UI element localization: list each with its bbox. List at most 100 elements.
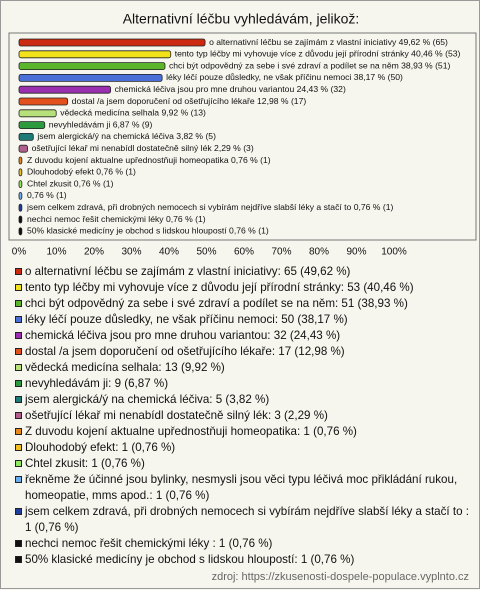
legend-label: chemická léčiva jsou pro mne druhou vari… [25,329,341,342]
legend-swatch [15,556,22,563]
bar [18,215,23,224]
legend-label: vědecká medicína selhala: 13 (9,92 %) [25,361,225,374]
legend-swatch [15,268,22,275]
bar [18,132,34,141]
data-label: ošetřující lékař mi nenabídl dostatečně … [32,143,254,153]
x-tick-label: 80% [309,247,329,258]
data-label: jsem alergická/ý na chemická léčiva 3,82… [36,131,216,141]
legend-label: jsem celkem zdravá, při drobných nemocec… [25,505,469,534]
legend-item: Chtel zkusit: 1 (0,76 %) [15,456,471,472]
bar [18,50,172,59]
bar [18,227,23,236]
legend-swatch [15,540,22,547]
legend: o alternativní léčbu se zajímám z vlastn… [15,264,471,568]
data-label: chemická léčiva jsou pro mne druhou vari… [115,84,346,94]
bar [18,109,57,118]
data-label: jsem celkem zdravá, při drobných nemocec… [26,202,393,212]
legend-swatch [15,380,22,387]
legend-item: chci být odpovědný za sebe i své zdraví … [15,296,471,312]
legend-label: Chtel zkusit: 1 (0,76 %) [25,457,145,470]
legend-item: dostal /a jsem doporučení od ošetřujícíh… [15,344,471,360]
legend-item: jsem alergická/ý na chemická léčiva: 5 (… [15,392,471,408]
data-label: tento typ léčby mi vyhovuje více z důvod… [175,49,461,59]
source: zdroj: https://zkusenosti-dospele-popula… [211,571,469,583]
x-tick-label: 40% [159,247,179,258]
data-label: 50% klasické medicíny je obchod s lidsko… [27,226,269,236]
legend-label: ošetřující lékař mi nenabídl dostatečně … [25,409,328,422]
chart-title: Alternativní léčbu vyhledávám, jelikož: [123,11,360,27]
legend-swatch [15,364,22,371]
data-label: léky léčí pouze důsledky, ne však příčin… [166,72,403,82]
plot-frame [8,32,477,241]
bar [18,203,23,212]
x-tick-label: 90% [346,247,366,258]
x-tick-label: 100% [381,247,407,258]
legend-label: řekněme že účinné jsou bylinky, nesmysli… [25,473,458,502]
data-label: chci být odpovědný za sebe i své zdraví … [169,60,451,70]
bar [18,121,46,129]
legend-item: nevyhledávám ji: 9 (6,87 %) [15,376,471,392]
legend-item: ošetřující lékař mi nenabídl dostatečně … [15,408,471,424]
data-label: Chtel zkusit 0,76 % (1) [27,178,114,188]
legend-swatch [15,476,22,483]
legend-swatch [15,508,22,515]
x-tick-label: 70% [271,247,291,258]
legend-item: chemická léčiva jsou pro mne druhou vari… [15,328,471,344]
data-label: nechci nemoc řešit chemickými léky 0,76 … [27,214,206,224]
x-tick-label: 50% [196,247,216,258]
legend-swatch [15,300,22,307]
legend-swatch [15,284,22,291]
x-tick-label: 20% [84,247,104,258]
legend-swatch [15,428,22,435]
legend-item: léky léčí pouze důsledky, ne však příčin… [15,312,471,328]
bar [18,191,23,200]
legend-label: Dlouhodobý efekt: 1 (0,76 %) [25,441,176,454]
bar [18,156,23,165]
legend-item: řekněme že účinné jsou bylinky, nesmysli… [15,472,471,504]
data-label: Dlouhodobý efekt 0,76 % (1) [27,167,136,177]
bar [18,74,163,82]
legend-label: 50% klasické medicíny je obchod s lidsko… [25,553,355,566]
x-tick-label: 60% [234,247,254,258]
legend-item: 50% klasické medicíny je obchod s lidsko… [15,552,471,568]
legend-label: nechci nemoc řešit chemickými léky : 1 (… [25,537,273,550]
legend-label: léky léčí pouze důsledky, ne však příčin… [25,313,348,326]
data-label: dostal /a jsem doporučení od ošetřujícíh… [72,96,307,106]
bar [18,85,112,94]
legend-item: tento typ léčby mi vyhovuje více z důvod… [15,280,471,296]
x-tick-label: 30% [121,247,141,258]
legend-item: jsem celkem zdravá, při drobných nemocec… [15,504,471,536]
legend-swatch [15,396,22,403]
bar [18,38,206,47]
legend-item: Dlouhodobý efekt: 1 (0,76 %) [15,440,471,456]
x-tick-label: 0% [12,247,27,258]
legend-swatch [15,348,22,355]
data-label: 0,76 % (1) [27,190,67,200]
bar [18,144,28,153]
legend-item: nechci nemoc řešit chemickými léky : 1 (… [15,536,471,552]
legend-swatch [15,316,22,323]
bar [18,62,166,70]
legend-label: tento typ léčby mi vyhovuje více z důvod… [25,281,414,294]
legend-item: o alternativní léčbu se zajímám z vlastn… [15,264,471,280]
legend-item: Z duvodu kojení aktualne upřednostňuji h… [15,424,471,440]
legend-label: o alternativní léčbu se zajímám z vlastn… [25,265,351,278]
legend-swatch [15,332,22,339]
legend-label: Z duvodu kojení aktualne upřednostňuji h… [25,425,357,438]
legend-label: nevyhledávám ji: 9 (6,87 %) [25,377,169,390]
legend-swatch [15,460,22,467]
bar [18,168,23,177]
data-label: Z duvodu kojení aktualne upřednostňuji h… [27,155,271,165]
legend-swatch [15,412,22,419]
data-label: nevyhledávám ji 6,87 % (9) [49,119,153,129]
legend-label: chci být odpovědný za sebe i své zdraví … [25,297,408,310]
bar [18,97,69,106]
legend-item: vědecká medicína selhala: 13 (9,92 %) [15,360,471,376]
data-label: vědecká medicína selhala 9,92 % (13) [60,108,206,118]
data-label: o alternativní léčbu se zajímám z vlastn… [209,37,448,47]
legend-label: dostal /a jsem doporučení od ošetřujícíh… [25,345,345,358]
legend-swatch [15,444,22,451]
legend-label: jsem alergická/ý na chemická léčiva: 5 (… [25,393,270,406]
